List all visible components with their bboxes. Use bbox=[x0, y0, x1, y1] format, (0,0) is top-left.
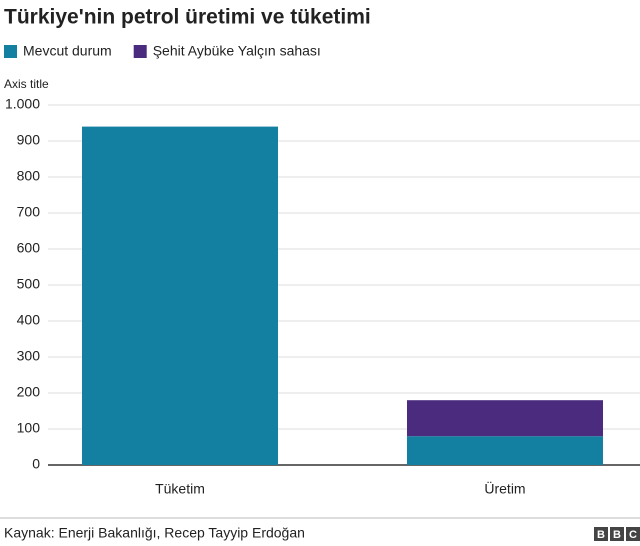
y-tick-label: 0 bbox=[32, 456, 40, 472]
y-tick-label: 900 bbox=[17, 132, 41, 148]
bar-segment bbox=[407, 400, 603, 437]
logo-box bbox=[610, 527, 624, 541]
logo-box bbox=[594, 527, 608, 541]
source: Kaynak: Enerji Bakanlığı, Recep Tayyip E… bbox=[4, 525, 305, 541]
y-tick-label: 600 bbox=[17, 240, 41, 256]
logo-letter: B bbox=[597, 529, 605, 541]
logo-letter: B bbox=[613, 529, 621, 541]
x-tick-label: Üretim bbox=[484, 480, 525, 497]
logo-letter: C bbox=[629, 529, 637, 541]
bar-segment bbox=[82, 126, 278, 465]
logo-box bbox=[626, 527, 640, 541]
y-tick-label: 400 bbox=[17, 312, 41, 328]
legend-label: Şehit Aybüke Yalçın sahası bbox=[153, 43, 321, 59]
y-tick-label: 200 bbox=[17, 384, 41, 400]
bar-segment bbox=[407, 436, 603, 465]
chart-title: Türkiye'nin petrol üretimi ve tüketimi bbox=[4, 6, 371, 29]
y-axis-title: Axis title bbox=[4, 77, 49, 91]
y-tick-label: 300 bbox=[17, 348, 41, 364]
legend-swatch bbox=[4, 45, 17, 58]
legend-swatch bbox=[133, 45, 147, 58]
y-tick-label: 500 bbox=[17, 276, 41, 292]
y-tick-label: 100 bbox=[17, 420, 41, 436]
y-tick-label: 800 bbox=[17, 168, 41, 184]
x-tick-label: Tüketim bbox=[155, 481, 205, 497]
y-tick-label: 1.000 bbox=[5, 96, 40, 112]
legend-label: Mevcut durum bbox=[23, 43, 112, 59]
y-tick-label: 700 bbox=[17, 204, 41, 220]
